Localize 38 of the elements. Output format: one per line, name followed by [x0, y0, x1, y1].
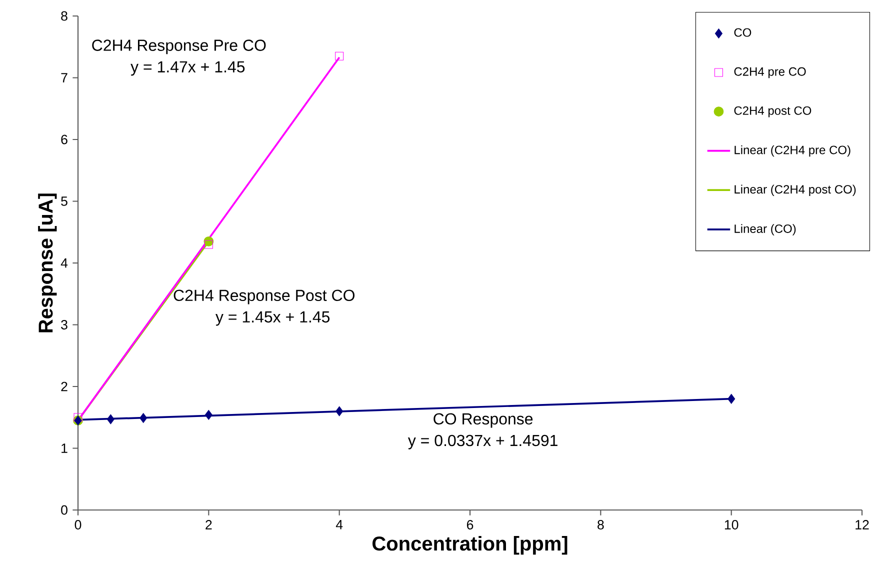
y-tick-label: 7	[61, 73, 68, 82]
y-tick-label: 2	[61, 382, 68, 392]
legend-label: Linear (C2H4 post CO)	[734, 184, 856, 196]
x-tick-label: 4	[336, 520, 343, 530]
point	[74, 413, 82, 422]
legend-label: CO	[734, 28, 752, 37]
point	[204, 240, 213, 249]
y-tick-label: 8	[61, 11, 68, 21]
point	[335, 52, 344, 60]
legend-label: Linear (C2H4 pre CO)	[734, 145, 850, 157]
y-tick-label: 5	[61, 196, 68, 206]
annotation: y = 0.0337x + 1.4591	[408, 434, 558, 450]
x-tick-label: 0	[74, 520, 82, 530]
legend-label: C2H4 pre CO	[734, 67, 806, 78]
x-tick-label: 2	[206, 520, 212, 530]
y-axis-title: Response [uA]	[38, 194, 57, 332]
y-tick-label: 4	[60, 258, 68, 268]
y-tick-label: 1	[62, 444, 68, 453]
legend-label: C2H4 post CO	[734, 106, 812, 118]
x-tick-label: 8	[598, 520, 604, 530]
point	[728, 394, 736, 404]
point	[204, 410, 212, 420]
annotation: y = 1.45x + 1.45	[216, 311, 330, 326]
point	[140, 413, 148, 423]
y-tick-label: 0	[61, 505, 68, 515]
y-tick-label: 6	[61, 134, 68, 144]
point	[106, 414, 114, 424]
x-tick-label: 12	[856, 520, 869, 530]
annotation: y = 1.47x + 1.45	[130, 61, 245, 76]
annotation: CO Response	[434, 413, 533, 428]
x-axis-title: Concentration [ppm]	[372, 536, 568, 555]
legend-label: Linear (CO)	[734, 224, 796, 236]
x-tick-label: 10	[724, 520, 738, 530]
annotation: C2H4 Response Pre CO	[92, 40, 266, 54]
y-tick-label: 3	[61, 320, 68, 330]
x-tick-label: 6	[466, 520, 474, 530]
annotation: C2H4 Response Post CO	[174, 290, 354, 304]
point	[336, 406, 344, 416]
